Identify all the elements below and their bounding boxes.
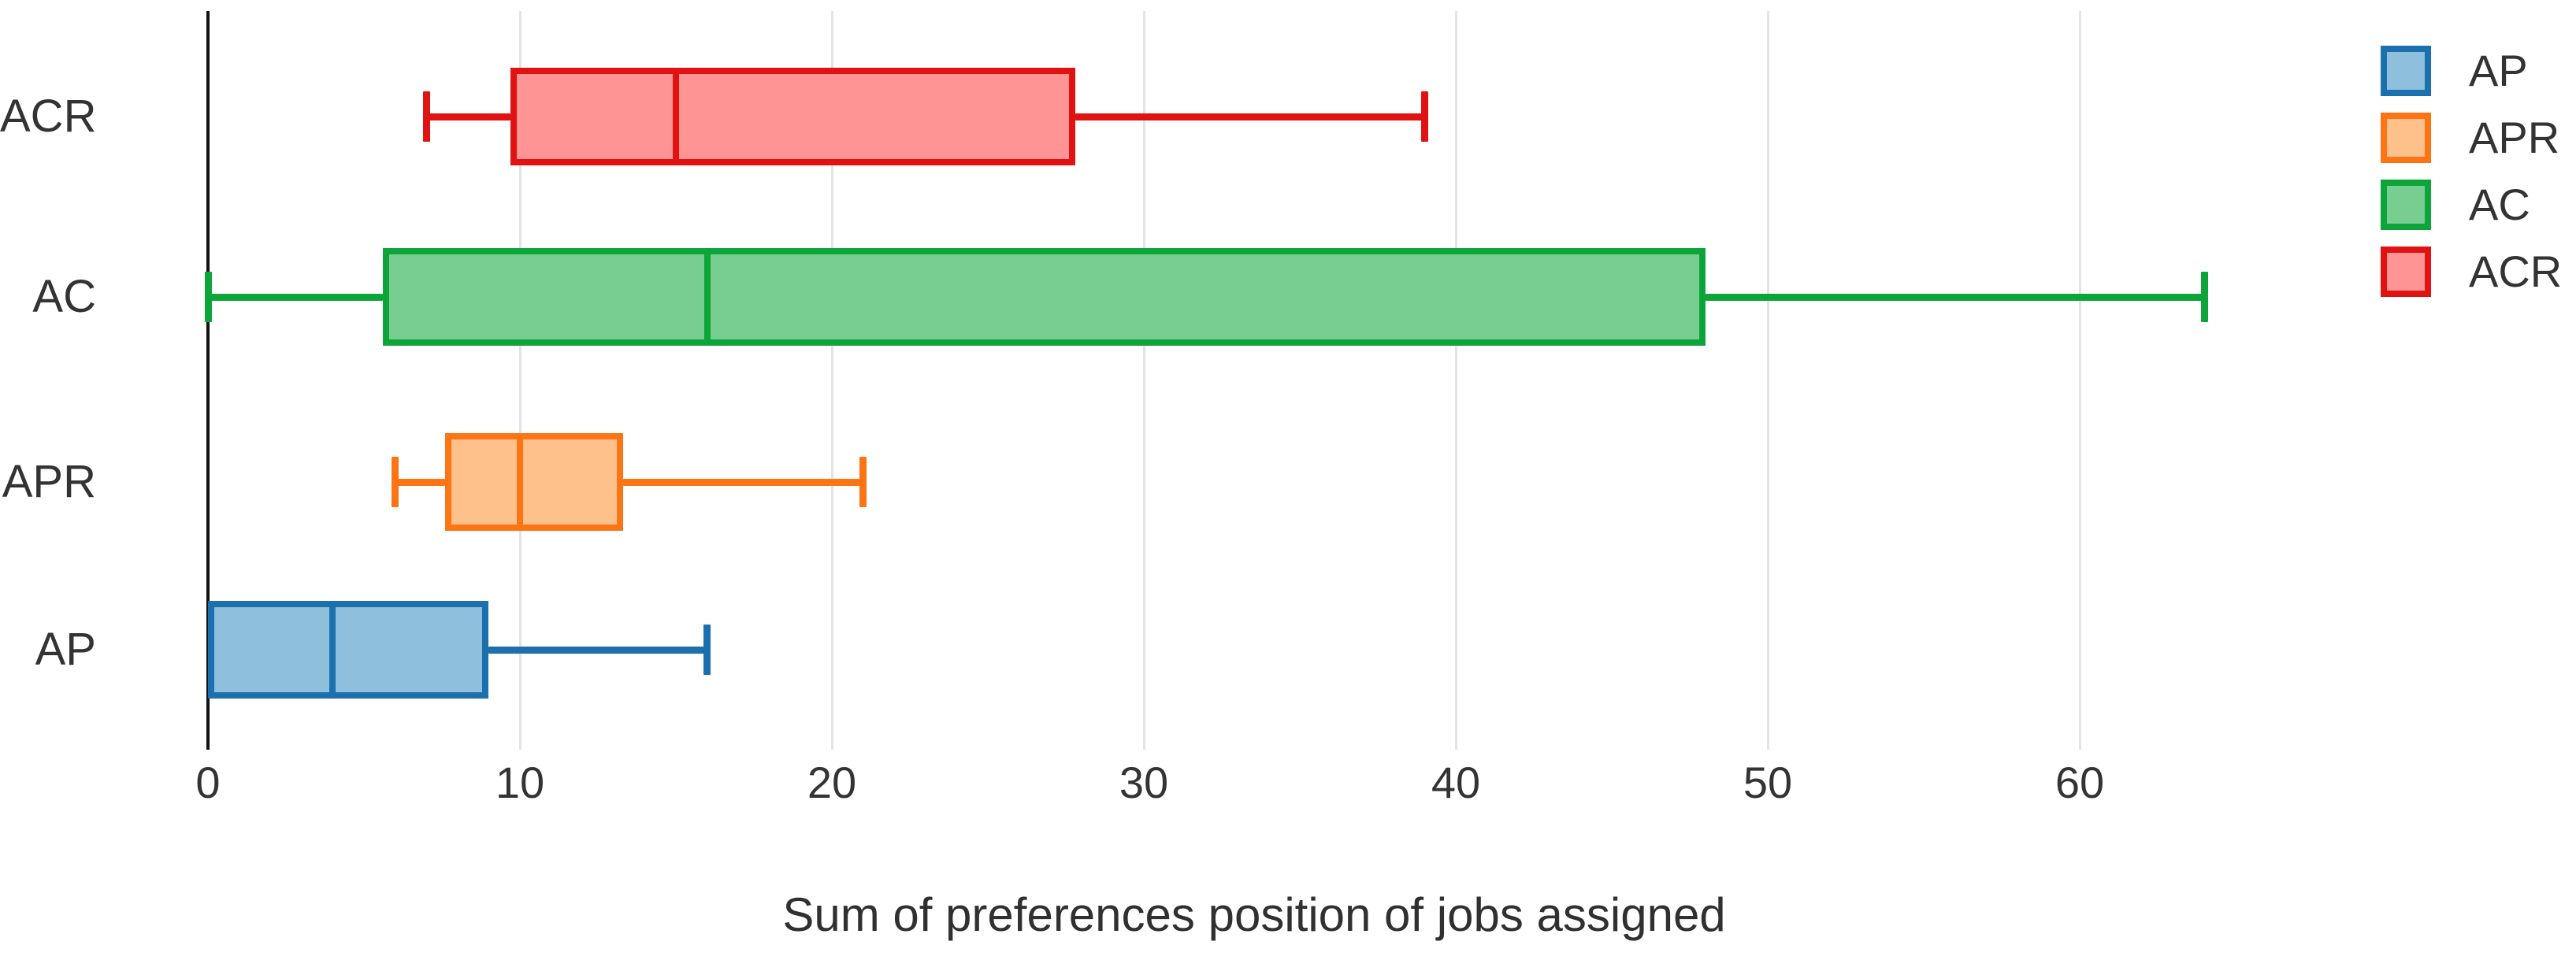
box-APR [444,433,623,531]
median-line-ACR [673,68,679,165]
legend-item-APR[interactable]: APR [2371,113,2576,163]
legend-swatch-APR [2381,113,2431,163]
x-axis-title: Sum of preferences position of jobs assi… [782,888,1726,941]
y-category-label-AC: AC [32,271,96,322]
whisker-high-ACR [1075,113,1425,120]
whisker-cap-max-ACR [1420,91,1428,142]
legend-label-ACR: ACR [2469,246,2563,296]
legend-swatch-AP [2381,46,2431,96]
whisker-cap-max-AC [2200,272,2208,322]
legend-item-AC[interactable]: AC [2371,180,2576,230]
whisker-high-AP [488,646,707,654]
y-category-label-AP: AP [35,624,96,675]
x-tick-label-30: 30 [1119,758,1169,807]
legend-swatch-AC [2381,180,2431,230]
gridline-10 [518,11,522,750]
x-tick-label-50: 50 [1743,758,1793,807]
median-line-AP [329,601,336,699]
whisker-high-APR [622,478,863,486]
box-AP [208,601,489,699]
x-tick-label-20: 20 [807,758,857,807]
gridline-30 [1142,11,1145,750]
x-tick-label-0: 0 [195,758,221,807]
whisker-cap-min-ACR [422,91,430,142]
legend-label-APR: APR [2469,113,2560,162]
y-category-label-ACR: ACR [0,91,97,142]
whisker-low-ACR [426,113,511,120]
legend-label-AC: AC [2469,180,2530,229]
gridline-50 [1766,11,1769,750]
legend-item-ACR[interactable]: ACR [2371,246,2576,297]
gridline-60 [2078,11,2081,750]
x-tick-label-60: 60 [2054,758,2105,807]
whisker-high-AC [1705,293,2205,301]
gridline-40 [1454,11,1457,750]
whisker-cap-max-APR [859,457,867,507]
whisker-cap-min-AC [204,272,212,322]
whisker-low-AC [208,293,383,301]
y-axis-line [206,11,210,750]
x-tick-label-10: 10 [495,758,545,807]
legend-item-AP[interactable]: AP [2371,46,2576,96]
gridline-20 [830,11,833,750]
median-line-APR [517,433,523,531]
legend-label-AP: AP [2469,46,2528,95]
legend-swatch-ACR [2381,246,2431,297]
median-line-AC [703,248,711,346]
whisker-low-APR [395,478,445,486]
box-AC [382,248,1706,346]
whisker-cap-min-APR [392,457,399,507]
whisker-cap-max-AP [703,625,711,675]
y-category-label-APR: APR [2,456,96,507]
box-ACR [510,68,1075,165]
x-tick-label-40: 40 [1431,758,1481,807]
